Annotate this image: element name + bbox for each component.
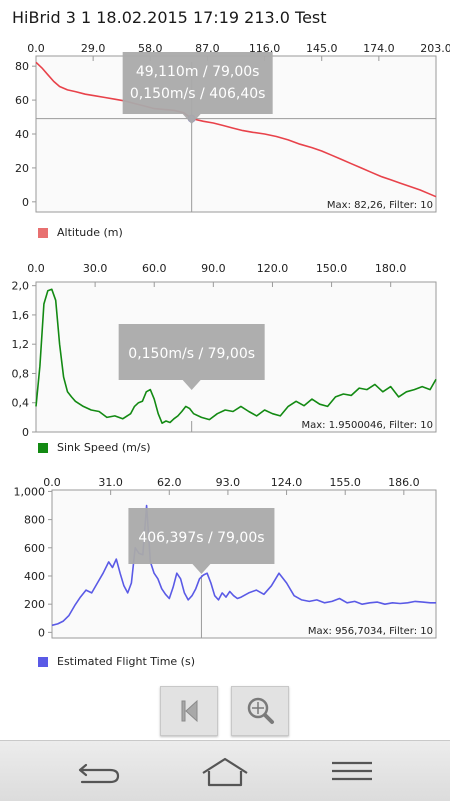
legend-swatch xyxy=(38,227,48,238)
y-tick-label: 80 xyxy=(15,60,29,73)
flight-time-chart[interactable]: 0.0 31.0 62.0 93.0 124.0 155.0 186.0 0 200 400 600… xyxy=(0,472,450,672)
x-tick-label: 87.0 xyxy=(195,42,220,55)
chart-footer: Max: 82,26, Filter: 10 xyxy=(327,200,433,211)
x-tick-label: 29.0 xyxy=(81,42,106,55)
y-tick-label: 0 xyxy=(22,426,29,439)
series-line xyxy=(51,504,436,627)
legend-swatch xyxy=(38,656,48,667)
skip-back-button[interactable] xyxy=(160,686,218,736)
tooltip-line-1: 49,110m / 79,00s xyxy=(136,64,260,80)
x-tick-label: 180.0 xyxy=(375,262,407,275)
chart-footer: Max: 1.9500046, Filter: 10 xyxy=(301,420,433,431)
x-tick-label: 30.0 xyxy=(83,262,108,275)
tooltip-line-1: 0,150m/s / 79,00s xyxy=(128,346,255,362)
y-tick-label: 0 xyxy=(38,626,45,639)
y-tick-label: 0,8 xyxy=(12,367,30,380)
legend-label: Estimated Flight Time (s) xyxy=(57,655,195,668)
menu-icon xyxy=(332,761,372,781)
y-tick-label: 20 xyxy=(15,162,29,175)
x-tick-label: 120.0 xyxy=(257,262,289,275)
y-tick-label: 1,2 xyxy=(12,338,30,351)
x-tick-label: 150.0 xyxy=(316,262,348,275)
system-nav-bar xyxy=(0,740,450,801)
sink-speed-chart[interactable]: 0.0 30.0 60.0 90.0 120.0 150.0 180.0 0 0,4 0,8 1,2… xyxy=(0,258,450,468)
legend-label: Sink Speed (m/s) xyxy=(57,441,151,454)
chart-footer: Max: 956,7034, Filter: 10 xyxy=(308,626,433,637)
sink-speed-legend: Sink Speed (m/s) xyxy=(38,441,151,454)
back-arrow-icon xyxy=(78,763,120,784)
back-button[interactable] xyxy=(70,751,130,791)
x-tick-label: 116.0 xyxy=(249,42,281,55)
x-tick-label: 145.0 xyxy=(306,42,338,55)
page-title: HiBrid 3 1 18.02.2015 17:19 213.0 Test xyxy=(12,8,327,27)
sink-speed-chart-svg[interactable]: 0.0 30.0 60.0 90.0 120.0 150.0 180.0 0 0,4 0,8 1,2… xyxy=(0,258,450,468)
x-tick-label: 203.0 xyxy=(420,42,450,55)
tooltip-line-2: 0,150m/s / 406,40s xyxy=(130,86,266,102)
altitude-chart-svg[interactable]: 0.0 29.0 58.0 87.0 116.0 145.0 174.0 203.0 0 20 40… xyxy=(0,38,450,250)
y-tick-label: 1,000 xyxy=(14,485,46,498)
x-tick-label: 186.0 xyxy=(388,476,420,489)
y-tick-label: 800 xyxy=(24,514,45,527)
altitude-legend: Altitude (m) xyxy=(38,226,123,239)
x-tick-label: 62.0 xyxy=(157,476,182,489)
x-tick-label: 90.0 xyxy=(201,262,226,275)
skip-to-start-icon xyxy=(181,699,198,723)
x-tick-label: 174.0 xyxy=(363,42,395,55)
tooltip-box xyxy=(118,324,265,390)
x-tick-label: 124.0 xyxy=(271,476,303,489)
home-button[interactable] xyxy=(195,751,255,791)
x-tick-label: 31.0 xyxy=(98,476,123,489)
tooltip-box xyxy=(128,508,275,574)
x-tick-label: 0.0 xyxy=(27,262,45,275)
tooltip-box xyxy=(122,52,273,124)
zoom-button[interactable] xyxy=(231,686,289,736)
x-tick-label: 93.0 xyxy=(216,476,241,489)
menu-button[interactable] xyxy=(322,751,382,791)
series-line xyxy=(35,61,437,198)
altitude-chart[interactable]: 0.0 29.0 58.0 87.0 116.0 145.0 174.0 203.0 0 20 40… xyxy=(0,38,450,250)
legend-swatch xyxy=(38,442,48,453)
series-line xyxy=(35,288,437,424)
y-tick-label: 2,0 xyxy=(12,280,30,293)
x-tick-label: 60.0 xyxy=(142,262,167,275)
y-tick-label: 600 xyxy=(24,542,45,555)
y-tick-label: 400 xyxy=(24,570,45,583)
legend-label: Altitude (m) xyxy=(57,226,123,239)
flight-time-legend: Estimated Flight Time (s) xyxy=(38,655,195,668)
x-tick-label: 0.0 xyxy=(27,42,45,55)
y-tick-label: 0 xyxy=(22,196,29,209)
zoom-magnifier-icon xyxy=(247,697,274,724)
flight-time-chart-svg[interactable]: 0.0 31.0 62.0 93.0 124.0 155.0 186.0 0 200 400 600… xyxy=(0,472,450,672)
y-tick-label: 200 xyxy=(24,598,45,611)
x-tick-label: 58.0 xyxy=(138,42,163,55)
tooltip-line-1: 406,397s / 79,00s xyxy=(138,530,264,546)
y-tick-label: 0,4 xyxy=(12,397,30,410)
y-tick-label: 60 xyxy=(15,94,29,107)
home-icon xyxy=(202,757,248,787)
x-tick-label: 0.0 xyxy=(43,476,61,489)
y-tick-label: 1,6 xyxy=(12,309,30,322)
y-tick-label: 40 xyxy=(15,128,29,141)
x-tick-label: 155.0 xyxy=(329,476,361,489)
